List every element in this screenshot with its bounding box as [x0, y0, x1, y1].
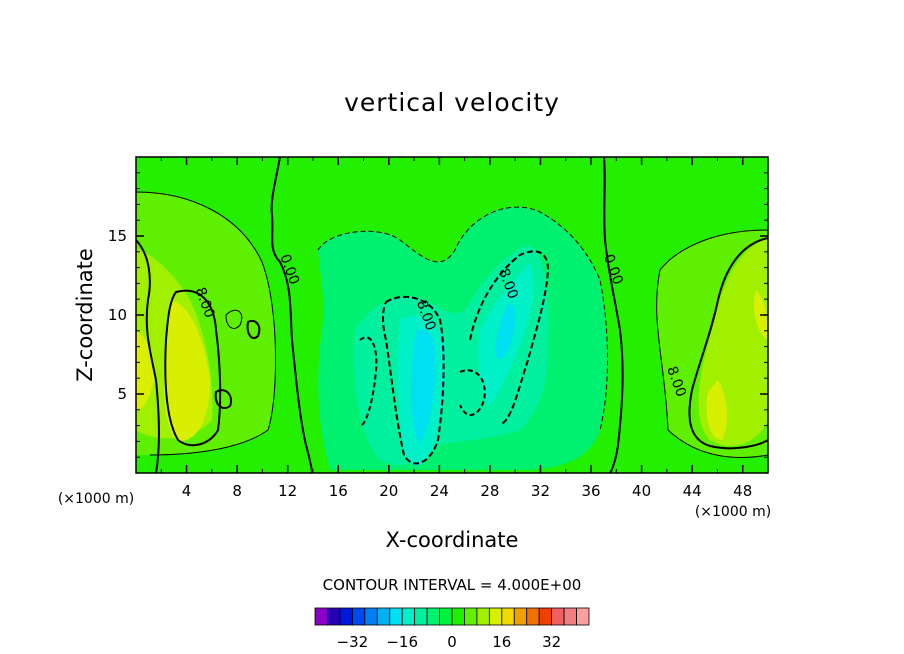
- small-positive-loop-left: [225, 309, 243, 329]
- central-negative-core-a: [411, 329, 437, 445]
- x-tick-label: 24: [430, 482, 449, 500]
- positive-contour-right-thin: [656, 229, 768, 458]
- colorbar-swatch: [551, 607, 565, 626]
- y-axis-title: Z-coordinate: [73, 248, 97, 382]
- colorbar-swatch: [488, 607, 503, 626]
- colorbar-tick-label: −16: [386, 633, 418, 651]
- x-tick-label: 4: [182, 482, 192, 500]
- colorbar-swatch: [451, 607, 465, 626]
- colorbar-swatch: [389, 607, 403, 626]
- colorbar-swatch: [364, 607, 378, 626]
- colorbar-swatch: [526, 607, 540, 626]
- zero-contour-left-lobe-edge: [136, 239, 160, 473]
- central-negative-core-b: [495, 304, 516, 360]
- zero-contour-left: [270, 157, 313, 473]
- x-unit-label-left: (×1000 m): [58, 491, 134, 507]
- colorbar-tick-label: 0: [447, 633, 457, 651]
- x-tick-label: 36: [581, 482, 600, 500]
- chart-title: vertical velocity: [344, 88, 560, 117]
- contour-interval-label: CONTOUR INTERVAL = 4.000E+00: [322, 576, 582, 594]
- x-unit-label-right: (×1000 m): [695, 504, 771, 520]
- x-tick-label: 20: [379, 482, 398, 500]
- colorbar-swatch: [314, 607, 328, 626]
- left-positive-region-core: [163, 300, 210, 441]
- colorbar-tick-label: 32: [542, 633, 561, 651]
- y-axis: 5 10 15: [108, 172, 768, 458]
- colorbar-swatch: [476, 607, 490, 626]
- colorbar-swatch: [401, 607, 416, 626]
- positive-contour-left-thin: [136, 191, 277, 456]
- x-tick-label: 40: [632, 482, 651, 500]
- x-tick-label: 32: [531, 482, 550, 500]
- x-tick-label: 8: [232, 482, 242, 500]
- colorbar-swatch: [513, 607, 528, 626]
- contour-lines: [136, 157, 768, 473]
- eight-contour-right: [688, 237, 768, 450]
- x-tick-label: 28: [480, 482, 499, 500]
- colorbar-ticks: −32 −16 0 16 32: [337, 633, 562, 651]
- colorbar-swatch: [339, 607, 353, 626]
- y-tick-label: 5: [117, 385, 127, 403]
- x-axis: 4 8 12 16 20 24 28 32 36 40 44 48: [160, 157, 752, 500]
- y-tick-label: 10: [108, 306, 127, 324]
- colorbar-swatch: [501, 607, 515, 626]
- colorbar-swatch: [426, 607, 440, 626]
- colorbar-swatch: [576, 607, 590, 626]
- colorbar-swatch: [327, 607, 341, 626]
- small-positive-loop-left-c: [214, 389, 232, 410]
- zero-contour-right: [603, 157, 624, 473]
- negative-contour-small-a: [359, 336, 378, 426]
- colorbar-tick-label: 16: [492, 633, 511, 651]
- colorbar-swatch: [376, 607, 391, 626]
- colorbar-swatch: [351, 607, 366, 626]
- eight-contour-left: [164, 289, 222, 447]
- x-tick-label: 12: [278, 482, 297, 500]
- colorbar-swatch: [464, 607, 478, 626]
- negative-eight-contour-b: [469, 250, 550, 426]
- x-tick-label: 16: [329, 482, 348, 500]
- x-tick-label: 48: [733, 482, 752, 500]
- colorbar: [314, 607, 590, 626]
- right-positive-region-core: [706, 380, 727, 440]
- negative-contour-small-b: [459, 369, 486, 416]
- colorbar-swatch: [414, 607, 428, 626]
- x-axis-title: X-coordinate: [386, 528, 519, 552]
- y-tick-label: 15: [108, 227, 127, 245]
- negative-eight-contour-a: [382, 295, 445, 465]
- colorbar-tick-label: −32: [337, 633, 369, 651]
- contour-fill: [136, 157, 768, 473]
- colorbar-swatch: [563, 607, 577, 626]
- small-positive-loop-left-b: [246, 320, 261, 340]
- x-tick-label: 44: [683, 482, 702, 500]
- colorbar-swatch: [538, 607, 553, 626]
- colorbar-swatch: [439, 607, 453, 626]
